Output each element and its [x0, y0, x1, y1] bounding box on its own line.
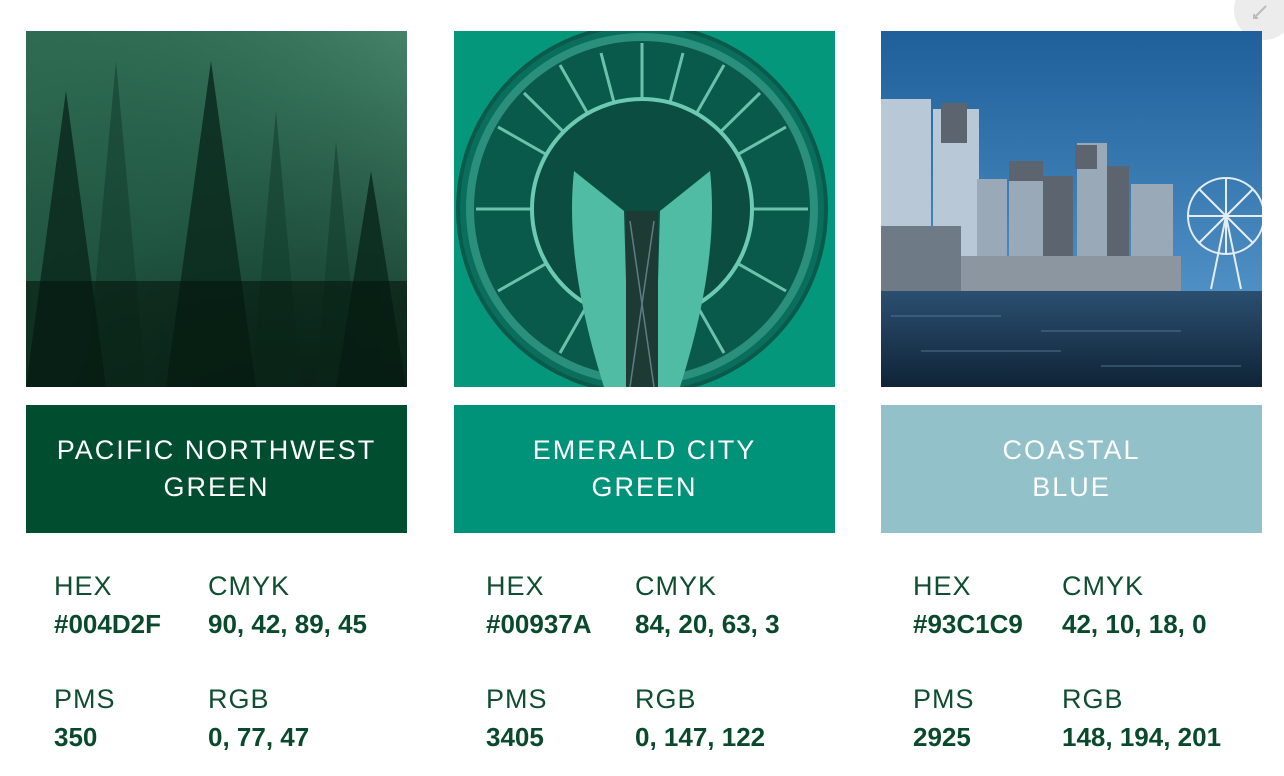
space-needle-photo — [454, 31, 835, 387]
hex-value: #00937A — [486, 609, 592, 639]
pms-label: PMS — [486, 684, 548, 714]
cmyk-value: 84, 20, 63, 3 — [635, 609, 780, 639]
cmyk-label: CMYK — [1062, 571, 1145, 601]
pms-value: 3405 — [486, 722, 544, 752]
color-card-coastal-blue: COASTAL BLUE HEX #93C1C9 CMYK 42, 10, 18… — [881, 31, 1262, 763]
rgb-value: 0, 77, 47 — [208, 722, 310, 752]
color-specs: HEX #93C1C9 CMYK 42, 10, 18, 0 PMS 2925 … — [881, 533, 1262, 763]
color-name-line2: GREEN — [163, 472, 270, 502]
rgb-label: RGB — [635, 684, 697, 714]
hex-value: #93C1C9 — [913, 609, 1023, 639]
hex-label: HEX — [486, 571, 545, 601]
color-specs: HEX #004D2F CMYK 90, 42, 89, 45 PMS 350 … — [26, 533, 407, 763]
cmyk-value: 90, 42, 89, 45 — [208, 609, 368, 639]
rgb-value: 0, 147, 122 — [635, 722, 766, 752]
color-card-emerald-city-green: EMERALD CITY GREEN HEX #00937A CMYK 84, … — [454, 31, 835, 763]
rgb-label: RGB — [208, 684, 270, 714]
cmyk-label: CMYK — [208, 571, 291, 601]
hex-label: HEX — [54, 571, 113, 601]
pms-value: 350 — [54, 722, 98, 752]
color-name-line1: COASTAL — [1002, 435, 1141, 465]
color-name-line2: BLUE — [1032, 472, 1111, 502]
color-name-line1: PACIFIC NORTHWEST — [56, 435, 377, 465]
misty-forest-photo — [26, 31, 407, 387]
color-specs: HEX #00937A CMYK 84, 20, 63, 3 PMS 3405 … — [454, 533, 835, 763]
rgb-value: 148, 194, 201 — [1062, 722, 1222, 752]
cmyk-value: 42, 10, 18, 0 — [1062, 609, 1207, 639]
seattle-waterfront-photo — [881, 31, 1262, 387]
pms-label: PMS — [913, 684, 975, 714]
swatch-coastal-blue: COASTAL BLUE — [881, 405, 1262, 533]
pms-label: PMS — [54, 684, 116, 714]
hex-value: #004D2F — [54, 609, 161, 639]
swatch-emerald-city-green: EMERALD CITY GREEN — [454, 405, 835, 533]
pms-value: 2925 — [913, 722, 971, 752]
color-name-line2: GREEN — [591, 472, 698, 502]
cmyk-label: CMYK — [635, 571, 718, 601]
color-card-pacific-northwest-green: PACIFIC NORTHWEST GREEN HEX #004D2F CMYK… — [26, 31, 407, 763]
color-name-line1: EMERALD CITY — [532, 435, 757, 465]
expand-icon — [1253, 5, 1267, 19]
swatch-pacific-northwest-green: PACIFIC NORTHWEST GREEN — [26, 405, 407, 533]
hex-label: HEX — [913, 571, 972, 601]
rgb-label: RGB — [1062, 684, 1124, 714]
